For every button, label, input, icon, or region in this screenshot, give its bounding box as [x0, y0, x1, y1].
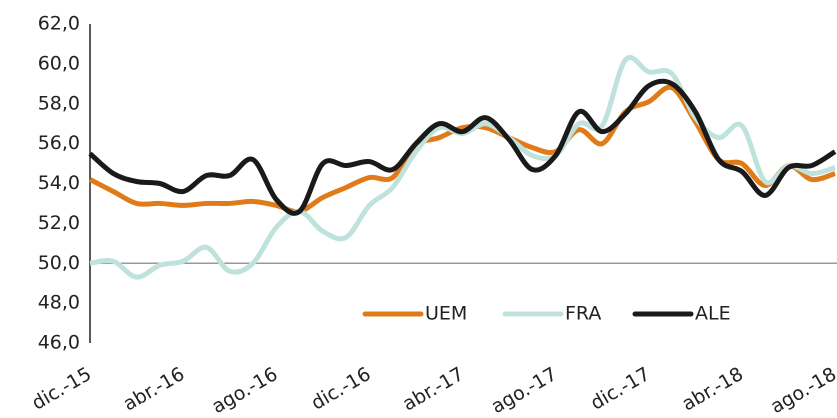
x-tick-label: dic.-15 — [28, 363, 95, 414]
x-tick-label: ago.-16 — [208, 363, 281, 418]
y-tick-label: 60,0 — [38, 52, 80, 74]
x-tick-label: abr.-17 — [399, 363, 468, 415]
x-tick-label: abr.-16 — [119, 363, 188, 415]
legend-label: ALE — [695, 303, 731, 325]
x-tick-label: dic.-17 — [587, 363, 654, 414]
x-tick-label: ago.-18 — [767, 363, 837, 418]
x-tick-label: abr.-18 — [678, 363, 747, 415]
series-line — [89, 55, 836, 280]
y-tick-label: 52,0 — [38, 212, 80, 234]
y-tick-label: 46,0 — [38, 332, 80, 354]
x-tick-label: dic.-16 — [307, 363, 374, 414]
y-tick-label: 62,0 — [38, 13, 80, 35]
legend-label: UEM — [425, 303, 467, 325]
series-line — [88, 84, 836, 215]
y-tick-label: 48,0 — [38, 292, 80, 314]
y-tick-label: 56,0 — [38, 132, 80, 154]
series-line — [88, 78, 837, 216]
legend-label: FRA — [565, 303, 601, 325]
x-tick-label: ago.-17 — [487, 363, 560, 418]
y-tick-label: 54,0 — [38, 172, 80, 194]
y-tick-label: 50,0 — [38, 252, 80, 274]
y-tick-label: 58,0 — [38, 92, 80, 114]
